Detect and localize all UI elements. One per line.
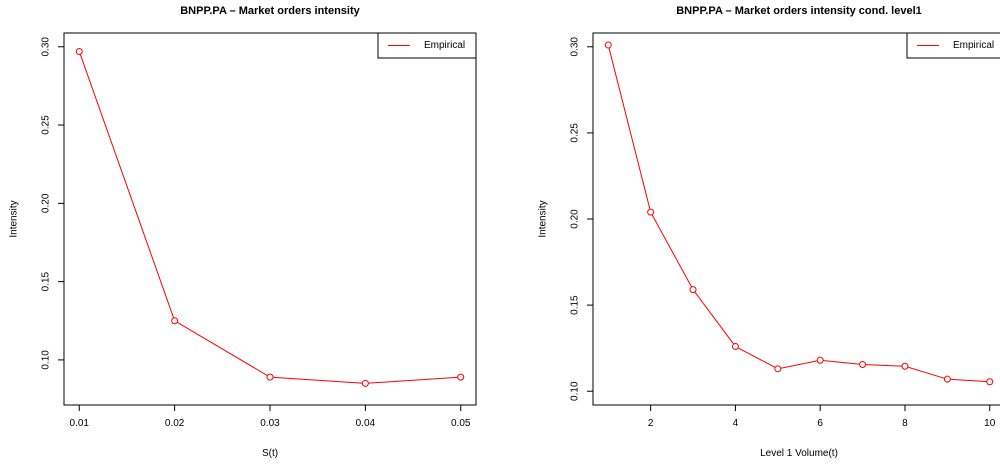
y-tick-label: 0.30: [570, 37, 581, 57]
legend-label: Empirical: [424, 40, 465, 51]
y-tick-label: 0.20: [41, 193, 52, 213]
legend-label: Empirical: [953, 40, 994, 51]
data-point: [859, 361, 867, 369]
x-tick-label: 0.02: [165, 418, 185, 429]
y-tick-label: 0.25: [570, 123, 581, 143]
plot-frame: [63, 32, 477, 406]
data-point: [943, 375, 951, 383]
series-line: [607, 44, 990, 383]
data-point: [774, 365, 782, 373]
data-point: [75, 47, 83, 55]
x-tick-label: 0.05: [451, 418, 471, 429]
data-point: [604, 41, 612, 49]
legend: Empirical: [906, 32, 1000, 59]
data-point: [816, 356, 824, 364]
y-tick-label: 0.15: [570, 295, 581, 315]
y-tick-label: 0.10: [570, 381, 581, 401]
x-tick-label: 0.01: [70, 418, 90, 429]
x-tick-label: 6: [817, 418, 823, 429]
data-point: [361, 379, 369, 387]
chart-title: BNPP.PA – Market orders intensity cond. …: [676, 5, 922, 17]
y-tick-label: 0.20: [570, 209, 581, 229]
y-tick-label: 0.30: [41, 37, 52, 57]
y-axis-label: Intensity: [9, 200, 20, 237]
data-point: [901, 362, 909, 370]
x-tick-label: 0.03: [260, 418, 280, 429]
y-tick-label: 0.10: [41, 350, 52, 370]
x-tick-label: 10: [984, 418, 996, 429]
x-axis-label: Level 1 Volume(t): [760, 448, 838, 459]
y-tick-label: 0.15: [41, 271, 52, 291]
data-point: [457, 373, 465, 381]
data-point: [647, 208, 655, 216]
x-tick-label: 4: [733, 418, 739, 429]
chart-2: BNPP.PA – Market orders intensity cond. …: [538, 5, 1000, 459]
data-point: [986, 378, 994, 386]
y-tick-label: 0.25: [41, 115, 52, 135]
chart-title: BNPP.PA – Market orders intensity: [180, 5, 360, 17]
data-point: [731, 342, 739, 350]
data-point: [689, 286, 697, 294]
x-tick-label: 0.04: [356, 418, 376, 429]
x-tick-label: 8: [902, 418, 908, 429]
data-point: [266, 373, 274, 381]
series-line: [78, 51, 461, 384]
y-axis-label: Intensity: [538, 200, 549, 237]
legend: Empirical: [377, 32, 477, 59]
x-tick-label: 2: [648, 418, 654, 429]
data-point: [171, 317, 179, 325]
chart-1: BNPP.PA – Market orders intensity 0.01 0.0…: [9, 5, 477, 459]
x-axis-label: S(t): [262, 448, 278, 459]
